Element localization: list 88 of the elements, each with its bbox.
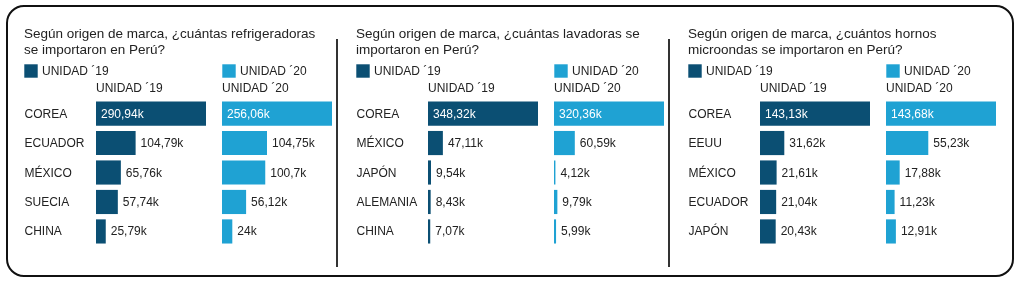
bar [428,189,431,215]
data-label: 8,43k [435,194,467,209]
data-label: 12,91k [900,224,938,239]
text: UNIDAD ´20 [886,81,953,95]
chart-title: Según origen de marca, ¿cuántas lavadoras se importaron en Perú? [356,26,640,57]
y-tick-label: ECUADOR [24,136,85,151]
y-tick-label: ECUADOR [688,194,749,209]
legend-label: UNIDAD ´19 [374,64,442,78]
y-tick-label: COREA [24,106,68,121]
bar [428,219,431,244]
bar [96,160,121,185]
bar [760,189,777,215]
data-label: 290,94k [101,106,145,121]
data-label: 20,43k [780,224,818,239]
bar [554,101,664,126]
y-tick-label: COREA [356,106,400,121]
y-tick-label: ALEMANIA [356,194,418,209]
bar [222,160,266,185]
bar [554,130,575,156]
y-tick-label: MÉXICO [24,164,72,180]
data-label: 57,74k [122,194,160,209]
data-label: 100,7k [270,165,308,180]
y-tick-label: CHINA [356,224,394,239]
text: UNIDAD ´19 [428,81,495,95]
data-label: 24k [237,224,258,239]
bar [428,130,443,156]
y-tick-label: MÉXICO [356,135,404,151]
data-label: 143,13k [765,106,809,121]
bar [886,160,900,185]
data-label: 21,04k [781,194,819,209]
bar [886,189,895,215]
y-tick-label: COREA [688,106,732,121]
bar [760,219,776,244]
bar [96,130,136,156]
data-label: 104,79k [140,136,185,151]
y-tick-label: JAPÓN [356,164,397,180]
data-label: 56,12k [251,194,289,209]
chart-title: Según origen de marca, ¿cuántas refrigeradoras se importaron en Perú? [24,26,316,57]
y-tick-label: EEUU [688,136,722,151]
y-tick-label: CHINA [24,224,62,239]
data-label: 25,79k [110,224,148,239]
data-label: 143,68k [891,106,935,121]
text: UNIDAD ´20 [554,81,621,95]
bar [886,130,929,156]
bar [428,160,432,185]
legend-label: UNIDAD ´19 [42,64,110,78]
y-tick-label: SUECIA [24,194,70,209]
bar [222,101,332,126]
data-label: 7,07k [435,224,466,239]
y-tick-label: JAPÓN [688,223,729,239]
bar [96,189,118,215]
legend-label: UNIDAD ´19 [706,64,774,78]
data-label: 55,23k [933,136,971,151]
bar [554,219,557,244]
bar [760,130,785,156]
data-label: 5,99k [561,224,592,239]
bar [222,189,247,215]
data-label: 320,36k [559,106,603,121]
text: UNIDAD ´19 [760,81,827,95]
bar [96,219,106,244]
legend-label: UNIDAD ´20 [572,64,640,78]
data-label: 9,79k [562,194,593,209]
bar [760,160,777,185]
bar [222,219,233,244]
bar [760,101,870,126]
data-label: 31,62k [789,136,827,151]
y-tick-label: MÉXICO [688,164,736,180]
data-label: 348,32k [433,106,477,121]
data-label: 104,75k [272,136,316,151]
data-label: 60,59k [579,136,617,151]
data-label: 47,11k [447,136,485,151]
data-label: 17,88k [904,165,942,180]
data-label: 11,23k [899,194,936,209]
bar [222,130,267,156]
data-label: 65,76k [125,165,163,180]
chart-title: Según origen de marca, ¿cuántos hornos microondas se importaron en Perú? [688,26,937,57]
text: UNIDAD ´20 [222,81,289,95]
data-label: 9,54k [436,165,467,180]
bar [96,101,206,126]
bar [428,101,538,126]
legend-label: UNIDAD ´20 [240,64,308,78]
data-label: 256,06k [227,106,271,121]
legend-label: UNIDAD ´20 [904,64,972,78]
data-label: 4,12k [560,165,591,180]
data-label: 21,61k [781,165,819,180]
text: UNIDAD ´19 [96,81,163,95]
bar [886,219,896,244]
bar [886,101,996,126]
